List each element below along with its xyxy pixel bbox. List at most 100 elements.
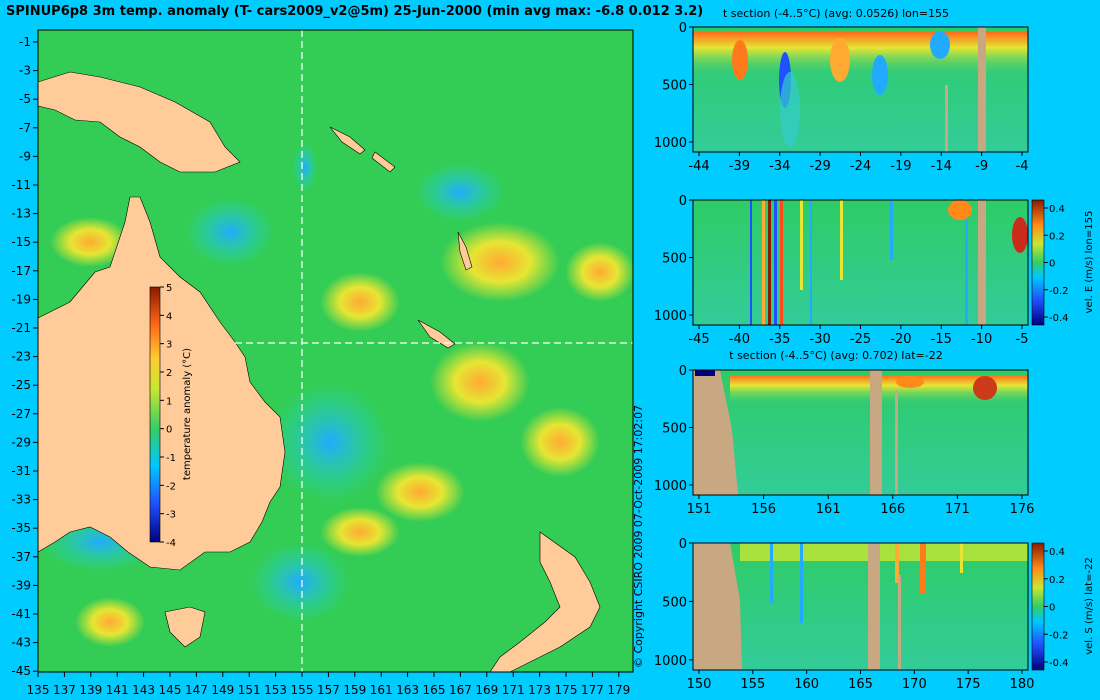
x-tick-label: -4 — [1016, 159, 1029, 174]
x-tick-label: 175 — [956, 677, 981, 692]
map-y-tick-label: -25 — [11, 378, 31, 392]
y-tick-label: 1000 — [654, 479, 687, 494]
y-tick-label: 0 — [679, 194, 687, 209]
map-x-tick-label: 155 — [291, 683, 314, 697]
colorbar-tick-label: -0.4 — [1049, 658, 1069, 669]
x-tick-label: -35 — [769, 332, 790, 347]
map-anomaly-features — [40, 142, 635, 647]
figure-title: SPINUP6p8 3m temp. anomaly (T- cars2009_… — [6, 4, 704, 19]
panel2-plot — [693, 200, 1028, 325]
x-tick-label: 161 — [816, 502, 841, 517]
map-panel: -1-3-5-7-9-11-13-15-17-19-21-23-25-27-29… — [11, 29, 635, 697]
x-tick-label: 155 — [740, 677, 765, 692]
map-y-tick-label: -31 — [11, 464, 31, 478]
map-y-tick-label: -9 — [19, 149, 31, 163]
map-y-tick-label: -29 — [11, 435, 31, 449]
map-frame — [37, 29, 634, 673]
panel4-features — [693, 543, 1028, 670]
panel4-colorbar — [1031, 542, 1045, 671]
map-x-tick-label: 175 — [555, 683, 578, 697]
panel4-colorbar-ticks: 0.4 0.2 0 -0.2 -0.4 — [1044, 547, 1069, 669]
x-tick-label: -25 — [850, 332, 871, 347]
x-tick-label: -45 — [688, 332, 709, 347]
x-tick-label: -19 — [890, 159, 911, 174]
map-y-tick-label: -27 — [11, 407, 31, 421]
map-x-tick-label: 143 — [132, 683, 155, 697]
x-tick-label: -10 — [971, 332, 992, 347]
y-tick-label: 0 — [679, 21, 687, 36]
y-tick-label: 500 — [662, 79, 687, 94]
x-tick-label: -20 — [890, 332, 911, 347]
land-masses — [37, 71, 601, 673]
map-y-tick-label: -13 — [11, 207, 31, 221]
solomon-islands — [329, 126, 396, 173]
y-tick-label: 0 — [679, 364, 687, 379]
panel3-title: t section (-4..5°C) (avg: 0.702) lat=-22 — [729, 349, 942, 362]
x-tick-label: -40 — [729, 332, 750, 347]
y-tick-label: 0 — [679, 537, 687, 552]
map-y-tick-label: -3 — [19, 64, 31, 78]
y-tick-label: 500 — [662, 252, 687, 267]
map-y-tick-label: -41 — [11, 607, 31, 621]
x-tick-label: -5 — [1016, 332, 1029, 347]
x-tick-label: 176 — [1010, 502, 1035, 517]
colorbar — [149, 286, 161, 543]
x-tick-label: -30 — [810, 332, 831, 347]
colorbar-tick-label: -0.4 — [1049, 313, 1069, 324]
map-x-tick-label: 163 — [396, 683, 419, 697]
colorbar-tick-label: 4 — [166, 311, 172, 322]
map-x-tick-label: 149 — [211, 683, 234, 697]
panel4-plot — [693, 543, 1028, 670]
y-tick-label: 500 — [662, 595, 687, 610]
x-tick-label: -39 — [729, 159, 750, 174]
map-x-tick-label: 165 — [423, 683, 446, 697]
y-tick-label: 500 — [662, 422, 687, 437]
colorbar-tick-label: 0.2 — [1049, 575, 1065, 586]
section-panels: t section (-4..5°C) (avg: 0.0526) lon=15… — [654, 7, 1095, 692]
x-tick-label: 180 — [1010, 677, 1035, 692]
map-y-tick-label: -15 — [11, 235, 31, 249]
map-y-tick-label: -23 — [11, 350, 31, 364]
colorbar-tick-label: 0.4 — [1049, 547, 1065, 558]
y-tick-label: 1000 — [654, 136, 687, 151]
new-caledonia-island — [417, 319, 456, 349]
y-tick-label: 1000 — [654, 309, 687, 324]
map-x-tick-label: 145 — [159, 683, 182, 697]
map-x-axis: 135 137 139 141 143 145 147 149 151 153 155 157 159 1… — [27, 672, 630, 697]
colorbar-tick-label: -0.2 — [1049, 286, 1069, 297]
map-y-tick-label: -39 — [11, 578, 31, 592]
map-y-tick-label: -43 — [11, 636, 31, 650]
colorbar-tick-label: 1 — [166, 396, 172, 407]
map-x-tick-label: 147 — [185, 683, 208, 697]
map-x-tick-label: 177 — [581, 683, 604, 697]
map-x-tick-label: 153 — [264, 683, 287, 697]
colorbar-tick-label: 0.4 — [1049, 204, 1065, 215]
y-tick-label: 1000 — [654, 654, 687, 669]
map-x-tick-label: 171 — [502, 683, 525, 697]
map-y-tick-label: -7 — [19, 121, 31, 135]
map-y-tick-label: -1 — [19, 35, 31, 49]
map-y-tick-label: -17 — [11, 264, 31, 278]
x-tick-label: 156 — [751, 502, 776, 517]
map-y-tick-label: -35 — [11, 521, 31, 535]
x-tick-label: -9 — [975, 159, 988, 174]
panel2-colorbar-ticks: 0.4 0.2 0 -0.2 -0.4 — [1044, 204, 1069, 324]
panel1-axes: 0 500 1000-44 -39 -34 -29 -24 -19 -14 -9 -4 — [654, 21, 1029, 174]
x-tick-label: 151 — [687, 502, 712, 517]
colorbar-tick-label: 0 — [1049, 603, 1055, 614]
map-x-tick-label: 161 — [370, 683, 393, 697]
colorbar-tick-label: -3 — [166, 510, 176, 521]
map-x-tick-label: 137 — [53, 683, 76, 697]
panel2-colorbar-label: vel. E (m/s) lon=155 — [1084, 211, 1095, 314]
australia-landmass — [37, 196, 286, 571]
x-tick-label: 150 — [687, 677, 712, 692]
x-tick-label: 171 — [945, 502, 970, 517]
colorbar-tick-label: 0 — [1049, 259, 1055, 270]
map-y-axis: -1 -3 -5 -7 -9 -11 -13 -15 -17 -19 -21 -23 -25 -27 -29… — [11, 35, 38, 678]
panel2-colorbar — [1031, 199, 1045, 326]
panel2-features — [750, 200, 1028, 325]
colorbar-tick-label: 2 — [166, 368, 172, 379]
map-y-tick-label: -37 — [11, 550, 31, 564]
panel2-axes: 0 500 1000-45 -40 -35 -30 -25 -20 -15 -10 -5 — [654, 194, 1029, 347]
